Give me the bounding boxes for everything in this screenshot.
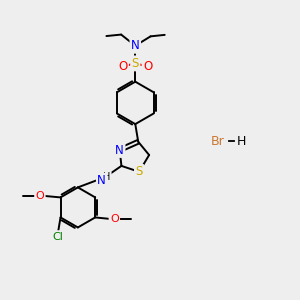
Text: O: O xyxy=(35,191,44,201)
Text: O: O xyxy=(143,60,152,73)
Text: H: H xyxy=(237,135,246,148)
Text: N: N xyxy=(115,143,124,157)
Text: O: O xyxy=(118,60,128,73)
Text: H: H xyxy=(103,172,110,182)
Text: S: S xyxy=(135,165,143,178)
Text: N: N xyxy=(97,174,106,187)
Text: O: O xyxy=(110,214,119,224)
Text: Cl: Cl xyxy=(53,232,64,242)
Text: Br: Br xyxy=(211,135,225,148)
Text: S: S xyxy=(132,57,139,70)
Text: N: N xyxy=(131,39,140,52)
